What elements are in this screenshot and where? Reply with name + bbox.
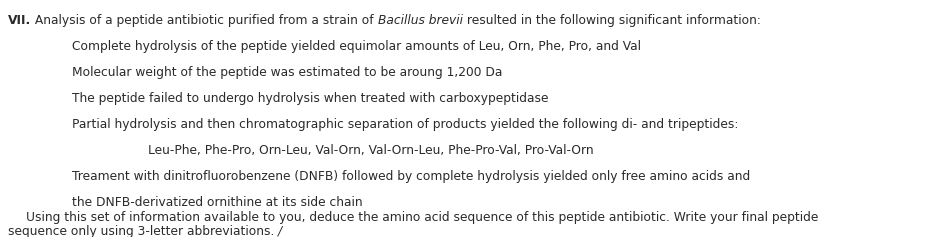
Text: Analysis of a peptide antibiotic purified from a strain of: Analysis of a peptide antibiotic purifie… bbox=[31, 14, 378, 27]
Text: resulted in the following significant information:: resulted in the following significant in… bbox=[463, 14, 760, 27]
Text: Partial hydrolysis and then chromatographic separation of products yielded the f: Partial hydrolysis and then chromatograp… bbox=[72, 118, 737, 131]
Text: /: / bbox=[278, 225, 282, 237]
Text: Treament with dinitrofluorobenzene (DNFB) followed by complete hydrolysis yielde: Treament with dinitrofluorobenzene (DNFB… bbox=[72, 170, 750, 183]
Text: The peptide failed to undergo hydrolysis when treated with carboxypeptidase: The peptide failed to undergo hydrolysis… bbox=[72, 92, 548, 105]
Text: the DNFB-derivatized ornithine at its side chain: the DNFB-derivatized ornithine at its si… bbox=[72, 196, 362, 209]
Text: sequence only using 3-letter abbreviations.: sequence only using 3-letter abbreviatio… bbox=[8, 225, 278, 237]
Text: Using this set of information available to you, deduce the amino acid sequence o: Using this set of information available … bbox=[26, 211, 818, 224]
Text: VII.: VII. bbox=[8, 14, 31, 27]
Text: Bacillus brevii: Bacillus brevii bbox=[378, 14, 463, 27]
Text: Leu-Phe, Phe-Pro, Orn-Leu, Val-Orn, Val-Orn-Leu, Phe-Pro-Val, Pro-Val-Orn: Leu-Phe, Phe-Pro, Orn-Leu, Val-Orn, Val-… bbox=[148, 144, 593, 157]
Text: Complete hydrolysis of the peptide yielded equimolar amounts of Leu, Orn, Phe, P: Complete hydrolysis of the peptide yield… bbox=[72, 40, 640, 53]
Text: Molecular weight of the peptide was estimated to be aroung 1,200 Da: Molecular weight of the peptide was esti… bbox=[72, 66, 502, 79]
